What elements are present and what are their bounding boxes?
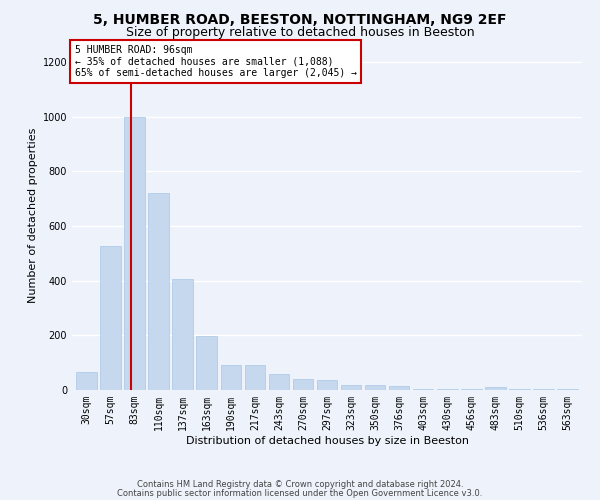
Bar <box>341 384 361 390</box>
Text: 5 HUMBER ROAD: 96sqm
← 35% of detached houses are smaller (1,088)
65% of semi-de: 5 HUMBER ROAD: 96sqm ← 35% of detached h… <box>74 46 356 78</box>
Text: Size of property relative to detached houses in Beeston: Size of property relative to detached ho… <box>125 26 475 39</box>
Bar <box>124 116 145 390</box>
Bar <box>148 193 169 390</box>
Bar <box>389 386 409 390</box>
Text: Contains public sector information licensed under the Open Government Licence v3: Contains public sector information licen… <box>118 488 482 498</box>
Bar <box>245 366 265 390</box>
Bar <box>196 336 217 390</box>
Bar <box>365 384 385 390</box>
Bar <box>293 379 313 390</box>
Bar <box>221 366 241 390</box>
X-axis label: Distribution of detached houses by size in Beeston: Distribution of detached houses by size … <box>185 436 469 446</box>
Bar <box>485 388 506 390</box>
Bar <box>172 280 193 390</box>
Y-axis label: Number of detached properties: Number of detached properties <box>28 128 38 302</box>
Bar <box>76 372 97 390</box>
Bar <box>269 374 289 390</box>
Bar <box>100 246 121 390</box>
Bar <box>317 380 337 390</box>
Text: 5, HUMBER ROAD, BEESTON, NOTTINGHAM, NG9 2EF: 5, HUMBER ROAD, BEESTON, NOTTINGHAM, NG9… <box>93 12 507 26</box>
Text: Contains HM Land Registry data © Crown copyright and database right 2024.: Contains HM Land Registry data © Crown c… <box>137 480 463 489</box>
